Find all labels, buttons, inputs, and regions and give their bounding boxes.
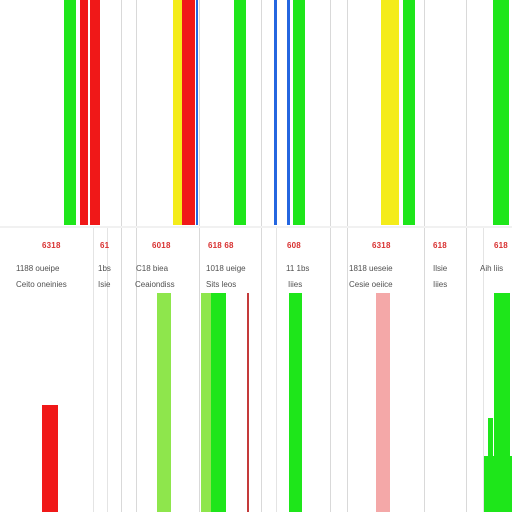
- label-panel: 61 1bs Isie: [94, 228, 122, 300]
- color-bar: [274, 0, 277, 225]
- panel-title: 618: [433, 241, 447, 250]
- color-bar: [211, 293, 226, 512]
- color-bar: [488, 418, 493, 456]
- column-divider: [466, 0, 467, 512]
- panel-caption: Cesie oeiice: [349, 280, 393, 289]
- color-bar: [381, 0, 399, 225]
- panel-caption: Iiies: [433, 280, 448, 289]
- column-divider: [107, 226, 108, 512]
- label-panel: 6018 C18 biea Ceaiondiss: [130, 228, 198, 300]
- color-bar: [173, 0, 182, 225]
- panel-title: 6318: [372, 241, 391, 250]
- panel-title: 6018: [152, 241, 171, 250]
- column-divider: [199, 0, 200, 512]
- color-bar: [42, 405, 58, 512]
- color-bar: [293, 0, 305, 225]
- panel-caption: Sits leos: [206, 280, 237, 289]
- label-band-divider: [0, 226, 512, 228]
- color-bar: [376, 293, 390, 512]
- column-divider: [93, 226, 94, 512]
- column-divider: [276, 226, 277, 512]
- color-bar: [234, 0, 246, 225]
- panel-title: 61: [100, 241, 110, 250]
- panel-subtitle: 1818 ueseie: [349, 264, 393, 273]
- panel-subtitle: 1bs: [98, 264, 111, 273]
- label-panel: 618 Ilsie Iiies: [428, 228, 466, 300]
- color-bar: [64, 0, 76, 225]
- panel-subtitle: Ilsie: [433, 264, 448, 273]
- label-panel: 608 11 1bs Iiies: [280, 228, 330, 300]
- panel-caption: Iiies: [288, 280, 303, 289]
- color-bar: [90, 0, 100, 225]
- color-bar: [182, 0, 195, 225]
- panel-subtitle: 11 1bs: [286, 264, 310, 273]
- panel-caption: Ceito oneinies: [16, 280, 67, 289]
- column-divider: [136, 0, 137, 512]
- panel-subtitle: 1188 oueipe: [16, 264, 60, 273]
- label-panel: 618 Aih liis: [476, 228, 512, 300]
- color-bar: [80, 0, 88, 225]
- color-bar: [403, 0, 415, 225]
- color-bar: [289, 293, 302, 512]
- label-panel: 6318 1818 ueseie Cesie oeiice: [340, 228, 420, 300]
- color-bar: [247, 293, 249, 512]
- label-panel: 6318 1188 oueipe Ceito oneinies: [8, 228, 90, 300]
- panel-caption: Isie: [98, 280, 111, 289]
- panel-title: 608: [287, 241, 301, 250]
- column-divider: [483, 226, 484, 512]
- panel-subtitle: Aih liis: [480, 264, 504, 273]
- color-bar: [287, 0, 290, 225]
- label-panel: 618 68 1018 ueige Sits leos: [200, 228, 274, 300]
- panel-caption: Ceaiondiss: [135, 280, 175, 289]
- panel-subtitle: C18 biea: [136, 264, 169, 273]
- color-bar: [196, 0, 198, 225]
- color-bar: [493, 0, 509, 225]
- panel-title: 618: [494, 241, 508, 250]
- panel-title: 618 68: [208, 241, 234, 250]
- column-divider: [424, 0, 425, 512]
- column-divider: [261, 0, 262, 512]
- color-bar: [201, 293, 211, 512]
- panel-title: 6318: [42, 241, 61, 250]
- color-bar: [157, 293, 171, 512]
- column-divider: [121, 0, 122, 512]
- column-divider: [347, 0, 348, 512]
- color-bar: [484, 456, 512, 512]
- panel-subtitle: 1018 ueige: [206, 264, 246, 273]
- column-divider: [330, 0, 331, 512]
